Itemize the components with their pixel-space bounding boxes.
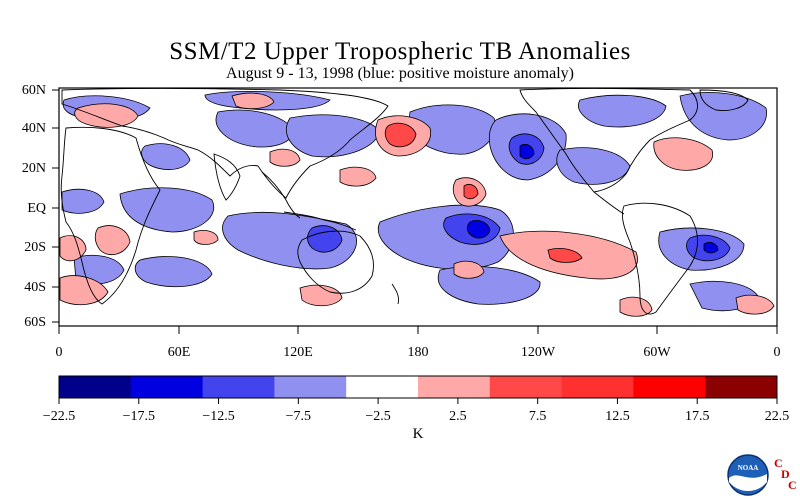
lon-label-120w: 120W (521, 345, 556, 360)
dark-blue-core-central-pacific (466, 220, 491, 239)
colorbar-swatches (59, 376, 778, 398)
red-region-s-atlantic-east (735, 294, 775, 315)
colorbar-swatch-6 (418, 376, 491, 398)
lon-label-60w: 60W (643, 345, 671, 360)
colorbar-swatch-1 (59, 376, 132, 398)
red-region-southern-ocean (299, 284, 343, 307)
lat-ticks (52, 89, 59, 323)
lon-label-0-east: 0 (774, 345, 781, 360)
colorbar-swatch-4 (274, 376, 347, 398)
colorbar-tick-label-7: 7.5 (529, 409, 547, 424)
coast-india (213, 153, 241, 201)
blue-region-china-pacific (286, 114, 381, 158)
lat-label-60n: 60N (22, 83, 46, 98)
lon-label-0-west: 0 (56, 345, 63, 360)
mid-red-region-hawaii-west (463, 184, 479, 200)
blue-region-arabia (141, 143, 191, 170)
noaa-cdc-logo: NOAA C D C (727, 454, 797, 496)
lat-label-eq: EQ (27, 201, 46, 216)
colorbar-swatch-10 (705, 376, 778, 398)
colorbar-swatch-3 (202, 376, 275, 398)
map-subtitle: August 9 - 13, 1998 (blue: positive mois… (226, 65, 574, 82)
dark-blue-core-hawaii (519, 144, 535, 160)
red-region-s-atlantic-west (59, 235, 87, 262)
colorbar-tick-label-3: −12.5 (202, 409, 234, 424)
map-title: SSM/T2 Upper Tropospheric TB Anomalies (169, 38, 631, 65)
blue-region-central-asia (215, 109, 294, 148)
red-region-w-pacific (339, 166, 377, 187)
red-region-indian-south (193, 230, 219, 245)
mid-blue-region-australia (307, 225, 343, 253)
colorbar-tick-label-9: 17.5 (685, 409, 710, 424)
colorbar-tick-label-4: −7.5 (286, 409, 311, 424)
colorbar-tick-label-2: −17.5 (123, 409, 155, 424)
cdc-letter-d: D (781, 467, 790, 481)
colorbar-swatch-7 (489, 376, 563, 398)
lon-ticks (58, 326, 778, 334)
red-region-tropical-n-atlantic (653, 137, 713, 171)
lat-label-20n: 20N (22, 161, 46, 176)
negative-anomaly-regions (61, 91, 767, 312)
red-region-s-africa-west (94, 225, 131, 256)
positive-anomaly-regions (59, 92, 775, 317)
lat-label-20s: 20S (24, 240, 46, 255)
blue-region-n-america (578, 94, 667, 128)
colorbar-tick-label-10: 22.5 (765, 409, 790, 424)
colorbar: −22.5 −17.5 −12.5 −7.5 −2.5 2.5 7.5 12.5 17.5 22.… (43, 375, 789, 442)
cdc-letter-c2: C (788, 478, 797, 492)
colorbar-swatch-8 (561, 376, 634, 398)
coast-north-america (519, 88, 698, 193)
red-region-europe (231, 92, 275, 110)
red-region-s-pacific-east (453, 260, 485, 279)
red-region-n-atlantic (74, 103, 139, 128)
lat-label-60s: 60S (24, 315, 46, 330)
coast-indonesia (283, 211, 357, 231)
blue-region-w-africa (61, 188, 105, 214)
colorbar-swatch-5 (346, 376, 419, 398)
colorbar-swatch-2 (130, 376, 204, 398)
coast-australia (297, 230, 374, 294)
mid-red-region-japan (384, 122, 417, 148)
lat-label-40n: 40N (22, 121, 46, 136)
blue-region-s-indian (134, 256, 213, 287)
colorbar-frame (58, 375, 778, 399)
colorbar-tick-label-5: −2.5 (365, 409, 390, 424)
colorbar-labels: −22.5 −17.5 −12.5 −7.5 −2.5 2.5 7.5 12.5 17.5 22.… (43, 409, 789, 424)
coast-central-america (593, 191, 625, 215)
longitude-axis: 0 60E 120E 180 120W 60W 0 (56, 326, 781, 360)
map-panel (58, 87, 778, 327)
coast-eurasia (61, 88, 389, 199)
lon-label-120e: 120E (283, 345, 313, 360)
mid-red-region-se-pacific (547, 248, 583, 263)
coast-south-america (621, 202, 698, 315)
colorbar-tick-label-1: −22.5 (43, 409, 75, 424)
lat-label-40s: 40S (24, 280, 46, 295)
blue-region-gulf (556, 147, 631, 185)
colorbar-swatch-9 (633, 376, 706, 398)
coast-africa (60, 126, 161, 305)
red-region-tibet (269, 148, 301, 167)
noaa-logo-text: NOAA (738, 464, 759, 472)
lon-label-180: 180 (408, 345, 429, 360)
blue-region-indian-ocean (119, 187, 215, 233)
noaa-logo-wave (729, 474, 767, 491)
coast-greenland (699, 89, 749, 111)
lon-label-60e: 60E (168, 345, 191, 360)
colorbar-tick-label-8: 12.5 (605, 409, 630, 424)
colorbar-tick-label-6: 2.5 (449, 409, 467, 424)
colorbar-ticks (58, 398, 778, 404)
cdc-letter-c1: C (774, 456, 783, 470)
coastlines (60, 88, 749, 315)
coast-new-zealand (391, 283, 399, 305)
colorbar-unit: K (413, 426, 424, 442)
latitude-axis: 60N 40N 20N EQ 20S 40S 60S (22, 83, 59, 330)
dark-blue-core-s-america (703, 242, 719, 254)
red-region-s-africa-tip (59, 275, 109, 306)
